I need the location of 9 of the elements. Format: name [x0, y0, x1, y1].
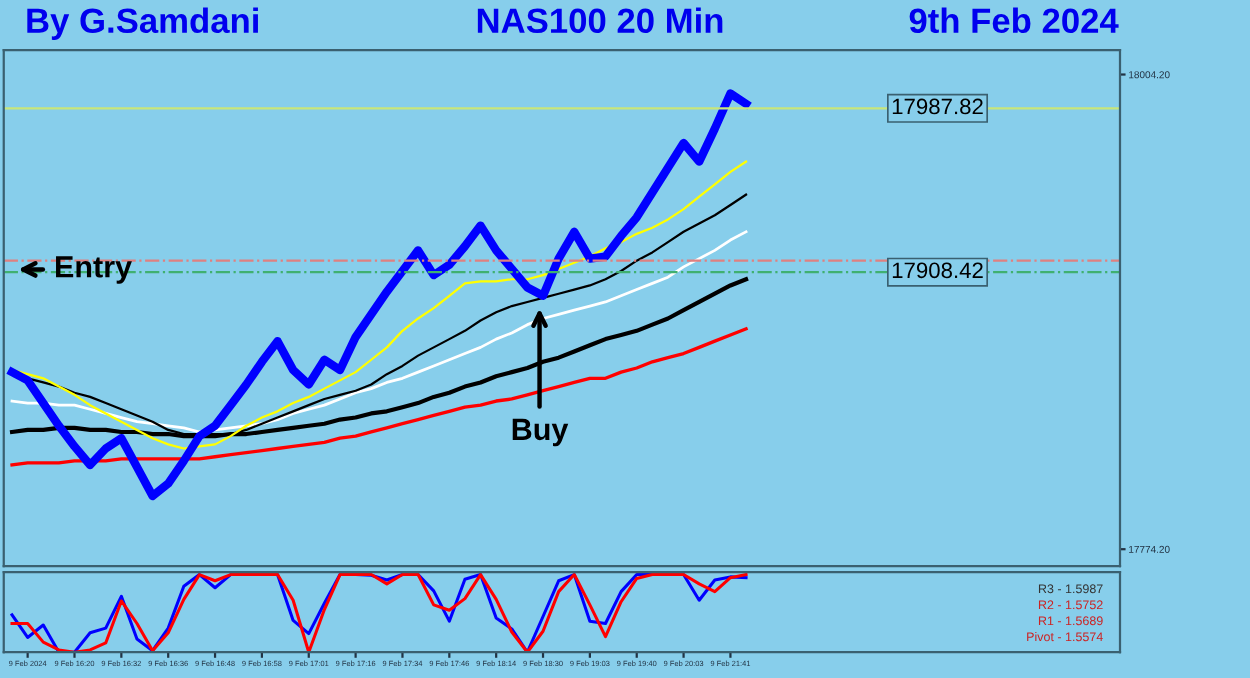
ref-line-label: 17987.82 — [892, 98, 983, 115]
ref-line-label: 17908.42 — [892, 262, 983, 279]
annotation: Buy — [512, 418, 569, 447]
line-series — [10, 327, 748, 467]
text: By G.Samdani — [27, 7, 258, 40]
chart-title: NAS100 20 Min — [477, 7, 723, 34]
line-series — [7, 89, 751, 501]
annotation: Entry — [56, 256, 132, 284]
text: 9th Feb 2024 — [909, 7, 1119, 34]
